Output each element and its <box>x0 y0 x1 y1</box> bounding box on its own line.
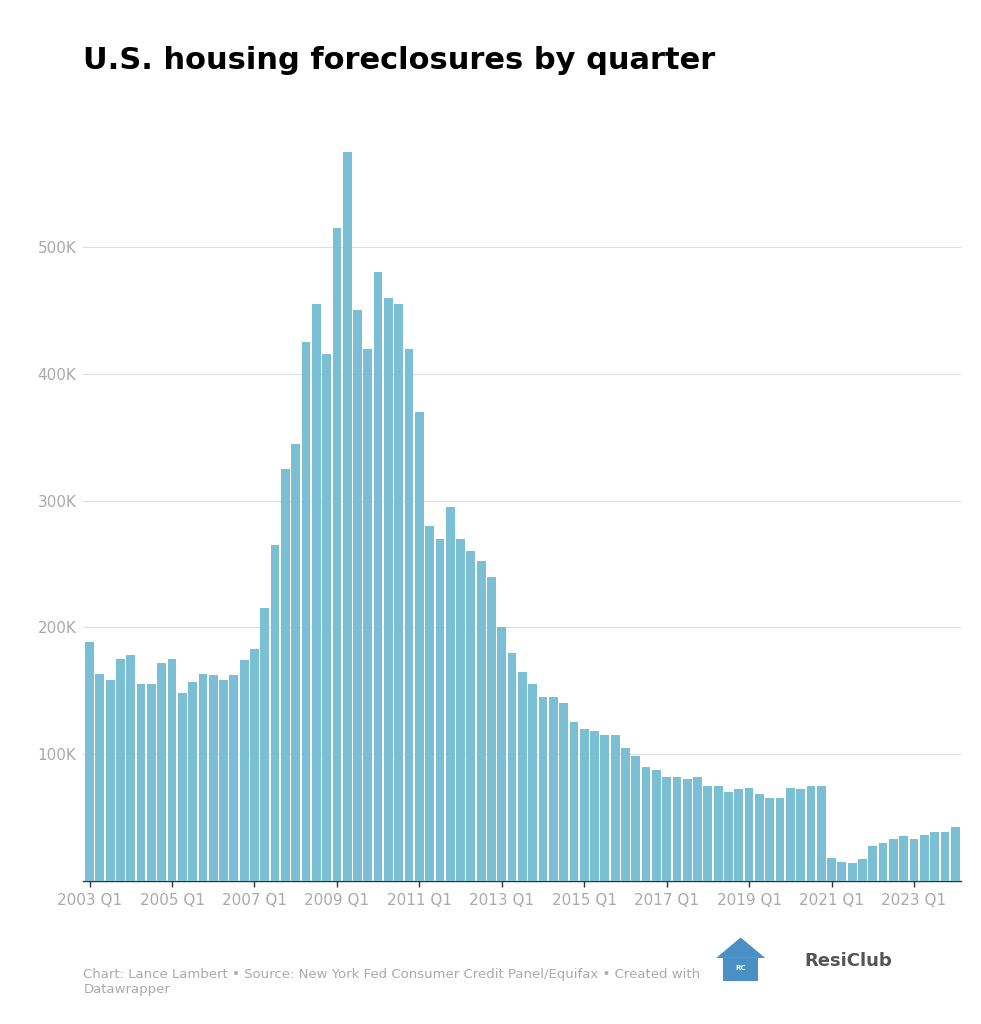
Bar <box>508 652 516 881</box>
Bar <box>539 697 547 881</box>
Bar <box>909 839 918 881</box>
Polygon shape <box>716 938 765 958</box>
Bar <box>889 839 898 881</box>
Bar <box>425 526 434 881</box>
Bar <box>673 777 682 881</box>
Bar <box>920 835 929 881</box>
Bar <box>683 779 692 881</box>
Bar <box>353 310 362 881</box>
Bar <box>735 790 744 881</box>
Bar <box>714 785 723 881</box>
Bar <box>632 757 641 881</box>
Bar <box>198 674 207 881</box>
Bar <box>797 790 805 881</box>
Bar <box>342 153 351 881</box>
Bar <box>178 693 186 881</box>
Bar <box>806 785 815 881</box>
Bar <box>662 777 671 881</box>
Bar <box>384 298 392 881</box>
Bar <box>827 858 836 881</box>
Text: ResiClub: ResiClub <box>804 951 892 970</box>
Bar <box>930 833 939 881</box>
Bar <box>404 348 413 881</box>
Bar <box>724 792 733 881</box>
Bar <box>652 770 661 881</box>
Bar <box>529 684 537 881</box>
Bar <box>611 735 620 881</box>
Bar <box>559 703 568 881</box>
Bar <box>497 628 506 881</box>
Bar <box>477 561 486 881</box>
Bar <box>951 827 959 881</box>
Bar <box>374 272 383 881</box>
Bar <box>85 642 94 881</box>
Bar <box>209 676 218 881</box>
Bar <box>600 735 609 881</box>
Bar <box>518 672 527 881</box>
Bar <box>776 799 785 881</box>
Bar <box>219 681 228 881</box>
Bar <box>900 837 908 881</box>
Bar <box>694 777 702 881</box>
Bar <box>271 545 280 881</box>
Bar <box>436 539 444 881</box>
Bar <box>848 863 856 881</box>
Bar <box>106 681 115 881</box>
Bar <box>838 861 847 881</box>
Bar <box>456 539 465 881</box>
Bar <box>941 833 950 881</box>
Text: Chart: Lance Lambert • Source: New York Fed Consumer Credit Panel/Equifax • Crea: Chart: Lance Lambert • Source: New York … <box>83 968 700 995</box>
Bar <box>147 684 156 881</box>
Bar <box>858 859 867 881</box>
Bar <box>281 469 289 881</box>
Bar <box>250 649 259 881</box>
Bar <box>415 412 424 881</box>
Bar <box>817 785 826 881</box>
Bar <box>621 748 630 881</box>
Bar <box>591 731 598 881</box>
Bar <box>239 660 248 881</box>
Text: RC: RC <box>736 966 746 971</box>
Bar <box>333 228 341 881</box>
Bar <box>116 658 125 881</box>
Bar <box>467 551 475 881</box>
Bar <box>95 674 104 881</box>
Bar <box>363 348 372 881</box>
Bar <box>570 722 578 881</box>
Bar <box>786 788 795 881</box>
Bar <box>127 655 135 881</box>
Bar <box>580 729 589 881</box>
Bar <box>312 304 321 881</box>
Bar <box>301 342 310 881</box>
Bar <box>168 658 177 881</box>
Bar <box>703 785 712 881</box>
Bar <box>446 507 454 881</box>
Bar <box>136 684 145 881</box>
Bar <box>879 843 888 881</box>
Bar <box>765 799 774 881</box>
Bar <box>755 795 764 881</box>
Text: U.S. housing foreclosures by quarter: U.S. housing foreclosures by quarter <box>83 46 715 75</box>
Bar <box>188 682 197 881</box>
Bar <box>394 304 403 881</box>
Bar <box>260 608 269 881</box>
Bar <box>230 676 238 881</box>
Bar <box>642 767 650 881</box>
Bar <box>157 663 166 881</box>
Bar <box>549 697 557 881</box>
Bar <box>745 788 753 881</box>
Bar <box>868 847 877 881</box>
Bar <box>291 443 300 881</box>
Bar <box>322 353 331 881</box>
FancyBboxPatch shape <box>724 958 758 981</box>
Bar <box>488 577 495 881</box>
